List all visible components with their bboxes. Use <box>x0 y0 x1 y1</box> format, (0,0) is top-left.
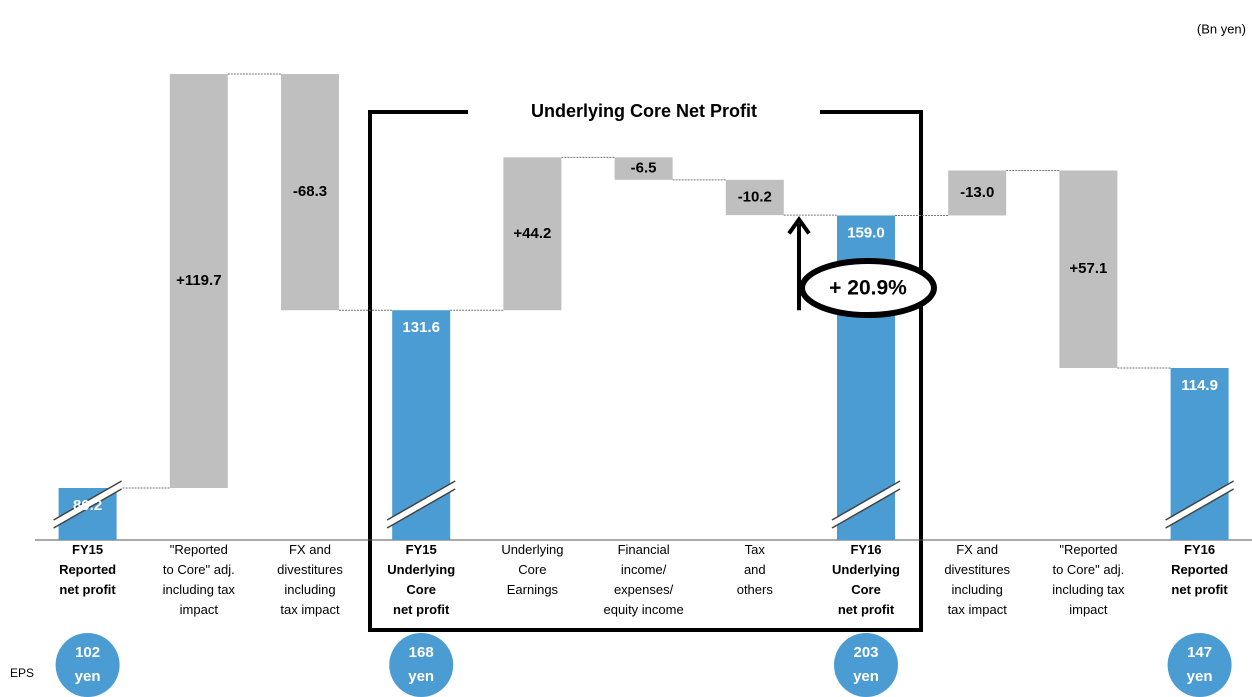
category-label: Tax and others <box>736 542 773 597</box>
eps-label: 203 yen <box>853 644 879 685</box>
value-label: 80.2 <box>73 497 102 514</box>
category-label: FX and divestitures including tax impact <box>944 542 1011 617</box>
category-label: FY16 Underlying Core net profit <box>832 542 900 617</box>
core-box <box>368 110 923 632</box>
category-label: "Reported to Core" adj. including tax im… <box>1052 542 1125 617</box>
delta-bar <box>948 170 1007 216</box>
category-label: FX and divestitures including tax impact <box>277 542 343 617</box>
category-label: Financial income/ expenses/ equity incom… <box>603 542 684 617</box>
axis-break-line <box>831 488 901 529</box>
box-title: Underlying Core Net Profit <box>531 101 757 121</box>
value-label: 131.6 <box>402 319 440 336</box>
growth-arrow-head <box>787 216 811 235</box>
axis-break-line <box>1165 488 1234 529</box>
eps-circle <box>834 633 898 697</box>
value-label: +119.7 <box>176 272 221 289</box>
eps-label: 102 yen <box>74 644 101 685</box>
axis-break <box>1165 481 1234 528</box>
growth-ellipse <box>799 258 937 318</box>
growth-label: + 20.9% <box>829 277 907 300</box>
value-label: -13.0 <box>960 184 994 201</box>
category-label: FY15 Reported net profit <box>59 542 117 597</box>
delta-bar <box>169 74 228 488</box>
delta-bar <box>1059 170 1118 368</box>
eps-circle <box>1167 633 1232 697</box>
delta-bar <box>614 157 673 180</box>
delta-bar <box>503 157 562 311</box>
axis-break <box>387 481 456 528</box>
eps-circle <box>389 633 454 697</box>
unit-label: (Bn yen) <box>1197 21 1246 36</box>
axis-break-line <box>53 480 122 521</box>
delta-bar <box>281 74 339 311</box>
value-label: -68.3 <box>293 183 327 200</box>
delta-bar <box>725 179 784 216</box>
axis-break-line <box>1165 480 1234 521</box>
value-label: +44.2 <box>513 225 551 242</box>
category-label: "Reported to Core" adj. including tax im… <box>162 542 235 617</box>
axis-break <box>832 481 900 528</box>
value-label: -10.2 <box>738 188 772 205</box>
eps-title: EPS <box>10 666 34 680</box>
eps-circle <box>55 633 120 697</box>
axis-break-line <box>53 488 122 529</box>
axis-break-line <box>386 480 456 521</box>
axis-break-line <box>386 488 456 529</box>
category-label: Underlying Core Earnings <box>501 542 564 597</box>
value-label: +57.1 <box>1069 260 1107 277</box>
value-label: -6.5 <box>631 160 657 177</box>
eps-label: 147 yen <box>1186 644 1213 685</box>
axis-break-line <box>831 480 901 521</box>
category-label: FY15 Underlying Core net profit <box>387 542 456 617</box>
value-label: 159.0 <box>847 224 885 241</box>
eps-label: 168 yen <box>408 644 435 685</box>
category-label: FY16 Reported net profit <box>1171 542 1229 597</box>
value-label: 114.9 <box>1181 377 1218 394</box>
axis-break <box>53 481 122 528</box>
